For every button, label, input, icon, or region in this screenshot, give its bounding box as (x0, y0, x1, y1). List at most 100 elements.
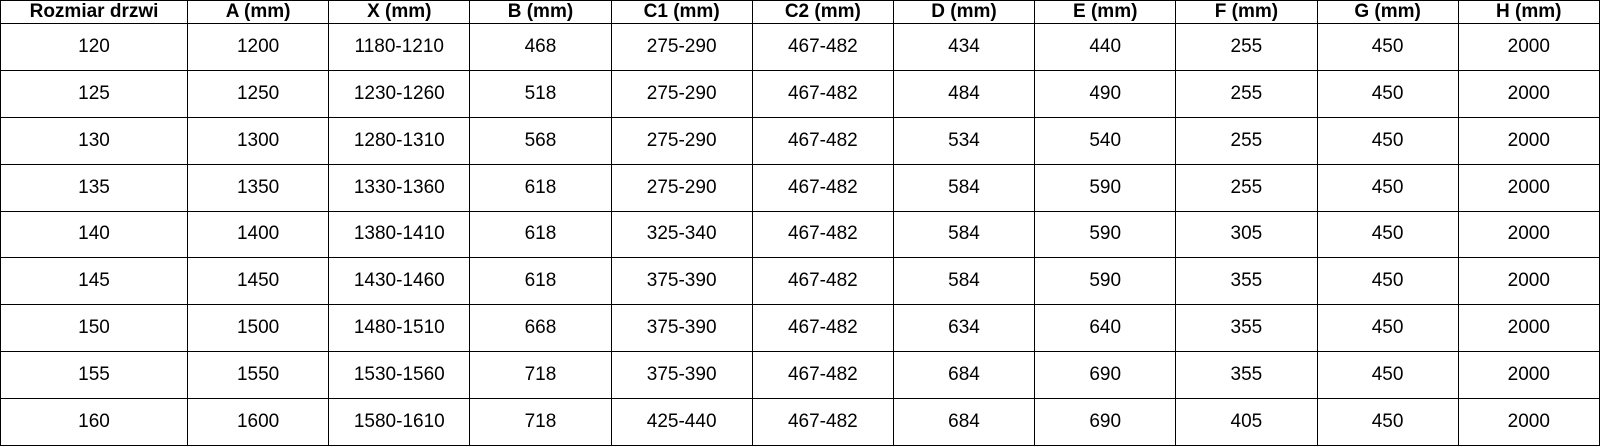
table-cell: 1230-1260 (328, 69, 471, 118)
table-cell: 1530-1560 (328, 351, 471, 399)
table-cell: 145 (0, 257, 188, 306)
header-row: Rozmiar drzwi A (mm) X (mm) B (mm) C1 (mm) C2… (0, 0, 1600, 24)
table-cell: 450 (1316, 351, 1459, 399)
table-cell: 2000 (1457, 210, 1600, 259)
table-cell: 2000 (1457, 163, 1600, 212)
table-row: 150 1500 1480-1510 668 375-390 467-482 634 640 3… (0, 304, 1600, 353)
table-cell: 718 (469, 398, 612, 446)
table-cell: 467-482 (751, 210, 894, 259)
table-cell: 1430-1460 (328, 257, 471, 306)
table-cell: 255 (1175, 23, 1318, 71)
table-cell: 467-482 (751, 163, 894, 212)
table-cell: 684 (892, 398, 1036, 446)
table-cell: 467-482 (751, 69, 894, 118)
table-cell: 1550 (186, 351, 330, 399)
table-cell: 490 (1034, 69, 1177, 118)
table-cell: 355 (1175, 257, 1318, 306)
table-cell: 690 (1034, 398, 1177, 446)
table-row: 160 1600 1580-1610 718 425-440 467-482 684 690 4… (0, 398, 1600, 446)
table-cell: 255 (1175, 69, 1318, 118)
header-cell: F (mm) (1175, 0, 1318, 24)
table-cell: 468 (469, 23, 612, 71)
header-cell: A (mm) (186, 0, 330, 24)
table-cell: 450 (1316, 69, 1459, 118)
table-cell: 618 (469, 163, 612, 212)
table-cell: 275-290 (610, 163, 753, 212)
table-cell: 668 (469, 304, 612, 353)
table-cell: 305 (1175, 210, 1318, 259)
table-cell: 155 (0, 351, 188, 399)
table-cell: 590 (1034, 163, 1177, 212)
table-cell: 450 (1316, 116, 1459, 165)
table-cell: 2000 (1457, 69, 1600, 118)
table-cell: 1600 (186, 398, 330, 446)
table-cell: 467-482 (751, 398, 894, 446)
table-cell: 584 (892, 163, 1036, 212)
table-cell: 684 (892, 351, 1036, 399)
table-cell: 1280-1310 (328, 116, 471, 165)
table-cell: 120 (0, 23, 188, 71)
table-cell: 640 (1034, 304, 1177, 353)
table-cell: 1480-1510 (328, 304, 471, 353)
table-row: 145 1450 1430-1460 618 375-390 467-482 584 590 3… (0, 257, 1600, 306)
table-cell: 584 (892, 257, 1036, 306)
table-cell: 1350 (186, 163, 330, 212)
table-cell: 584 (892, 210, 1036, 259)
table-cell: 534 (892, 116, 1036, 165)
table-cell: 275-290 (610, 69, 753, 118)
table-cell: 1450 (186, 257, 330, 306)
header-cell: Rozmiar drzwi (0, 0, 188, 24)
table-cell: 2000 (1457, 398, 1600, 446)
table-row: 140 1400 1380-1410 618 325-340 467-482 584 590 3… (0, 210, 1600, 259)
table-cell: 618 (469, 257, 612, 306)
table-cell: 135 (0, 163, 188, 212)
table-row: 120 1200 1180-1210 468 275-290 467-482 434 440 2… (0, 23, 1600, 71)
table-cell: 425-440 (610, 398, 753, 446)
table-cell: 125 (0, 69, 188, 118)
table-cell: 160 (0, 398, 188, 446)
table-row: 155 1550 1530-1560 718 375-390 467-482 684 690 3… (0, 351, 1600, 399)
table-cell: 1500 (186, 304, 330, 353)
table-cell: 130 (0, 116, 188, 165)
header-cell: C2 (mm) (751, 0, 894, 24)
table-row: 130 1300 1280-1310 568 275-290 467-482 534 540 2… (0, 116, 1600, 165)
header-cell: G (mm) (1316, 0, 1459, 24)
table-cell: 450 (1316, 257, 1459, 306)
table-cell: 590 (1034, 257, 1177, 306)
table-cell: 590 (1034, 210, 1177, 259)
table-cell: 467-482 (751, 23, 894, 71)
table-cell: 140 (0, 210, 188, 259)
table-cell: 2000 (1457, 23, 1600, 71)
table-cell: 1250 (186, 69, 330, 118)
table-cell: 325-340 (610, 210, 753, 259)
table-cell: 467-482 (751, 116, 894, 165)
table-cell: 450 (1316, 210, 1459, 259)
table-cell: 1380-1410 (328, 210, 471, 259)
header-cell: C1 (mm) (610, 0, 753, 24)
table-cell: 718 (469, 351, 612, 399)
table-cell: 540 (1034, 116, 1177, 165)
header-cell: H (mm) (1457, 0, 1600, 24)
header-cell: X (mm) (328, 0, 471, 24)
table-cell: 1400 (186, 210, 330, 259)
table-cell: 255 (1175, 163, 1318, 212)
table-cell: 634 (892, 304, 1036, 353)
table-cell: 1300 (186, 116, 330, 165)
table-cell: 1180-1210 (328, 23, 471, 71)
table-cell: 484 (892, 69, 1036, 118)
header-cell: D (mm) (892, 0, 1036, 24)
table-cell: 375-390 (610, 257, 753, 306)
header-cell: B (mm) (469, 0, 612, 24)
table-cell: 355 (1175, 304, 1318, 353)
table-cell: 2000 (1457, 257, 1600, 306)
table-cell: 518 (469, 69, 612, 118)
table-cell: 275-290 (610, 116, 753, 165)
table-cell: 434 (892, 23, 1036, 71)
table-cell: 355 (1175, 351, 1318, 399)
table-cell: 568 (469, 116, 612, 165)
table-cell: 255 (1175, 116, 1318, 165)
table-cell: 1200 (186, 23, 330, 71)
table-cell: 2000 (1457, 351, 1600, 399)
